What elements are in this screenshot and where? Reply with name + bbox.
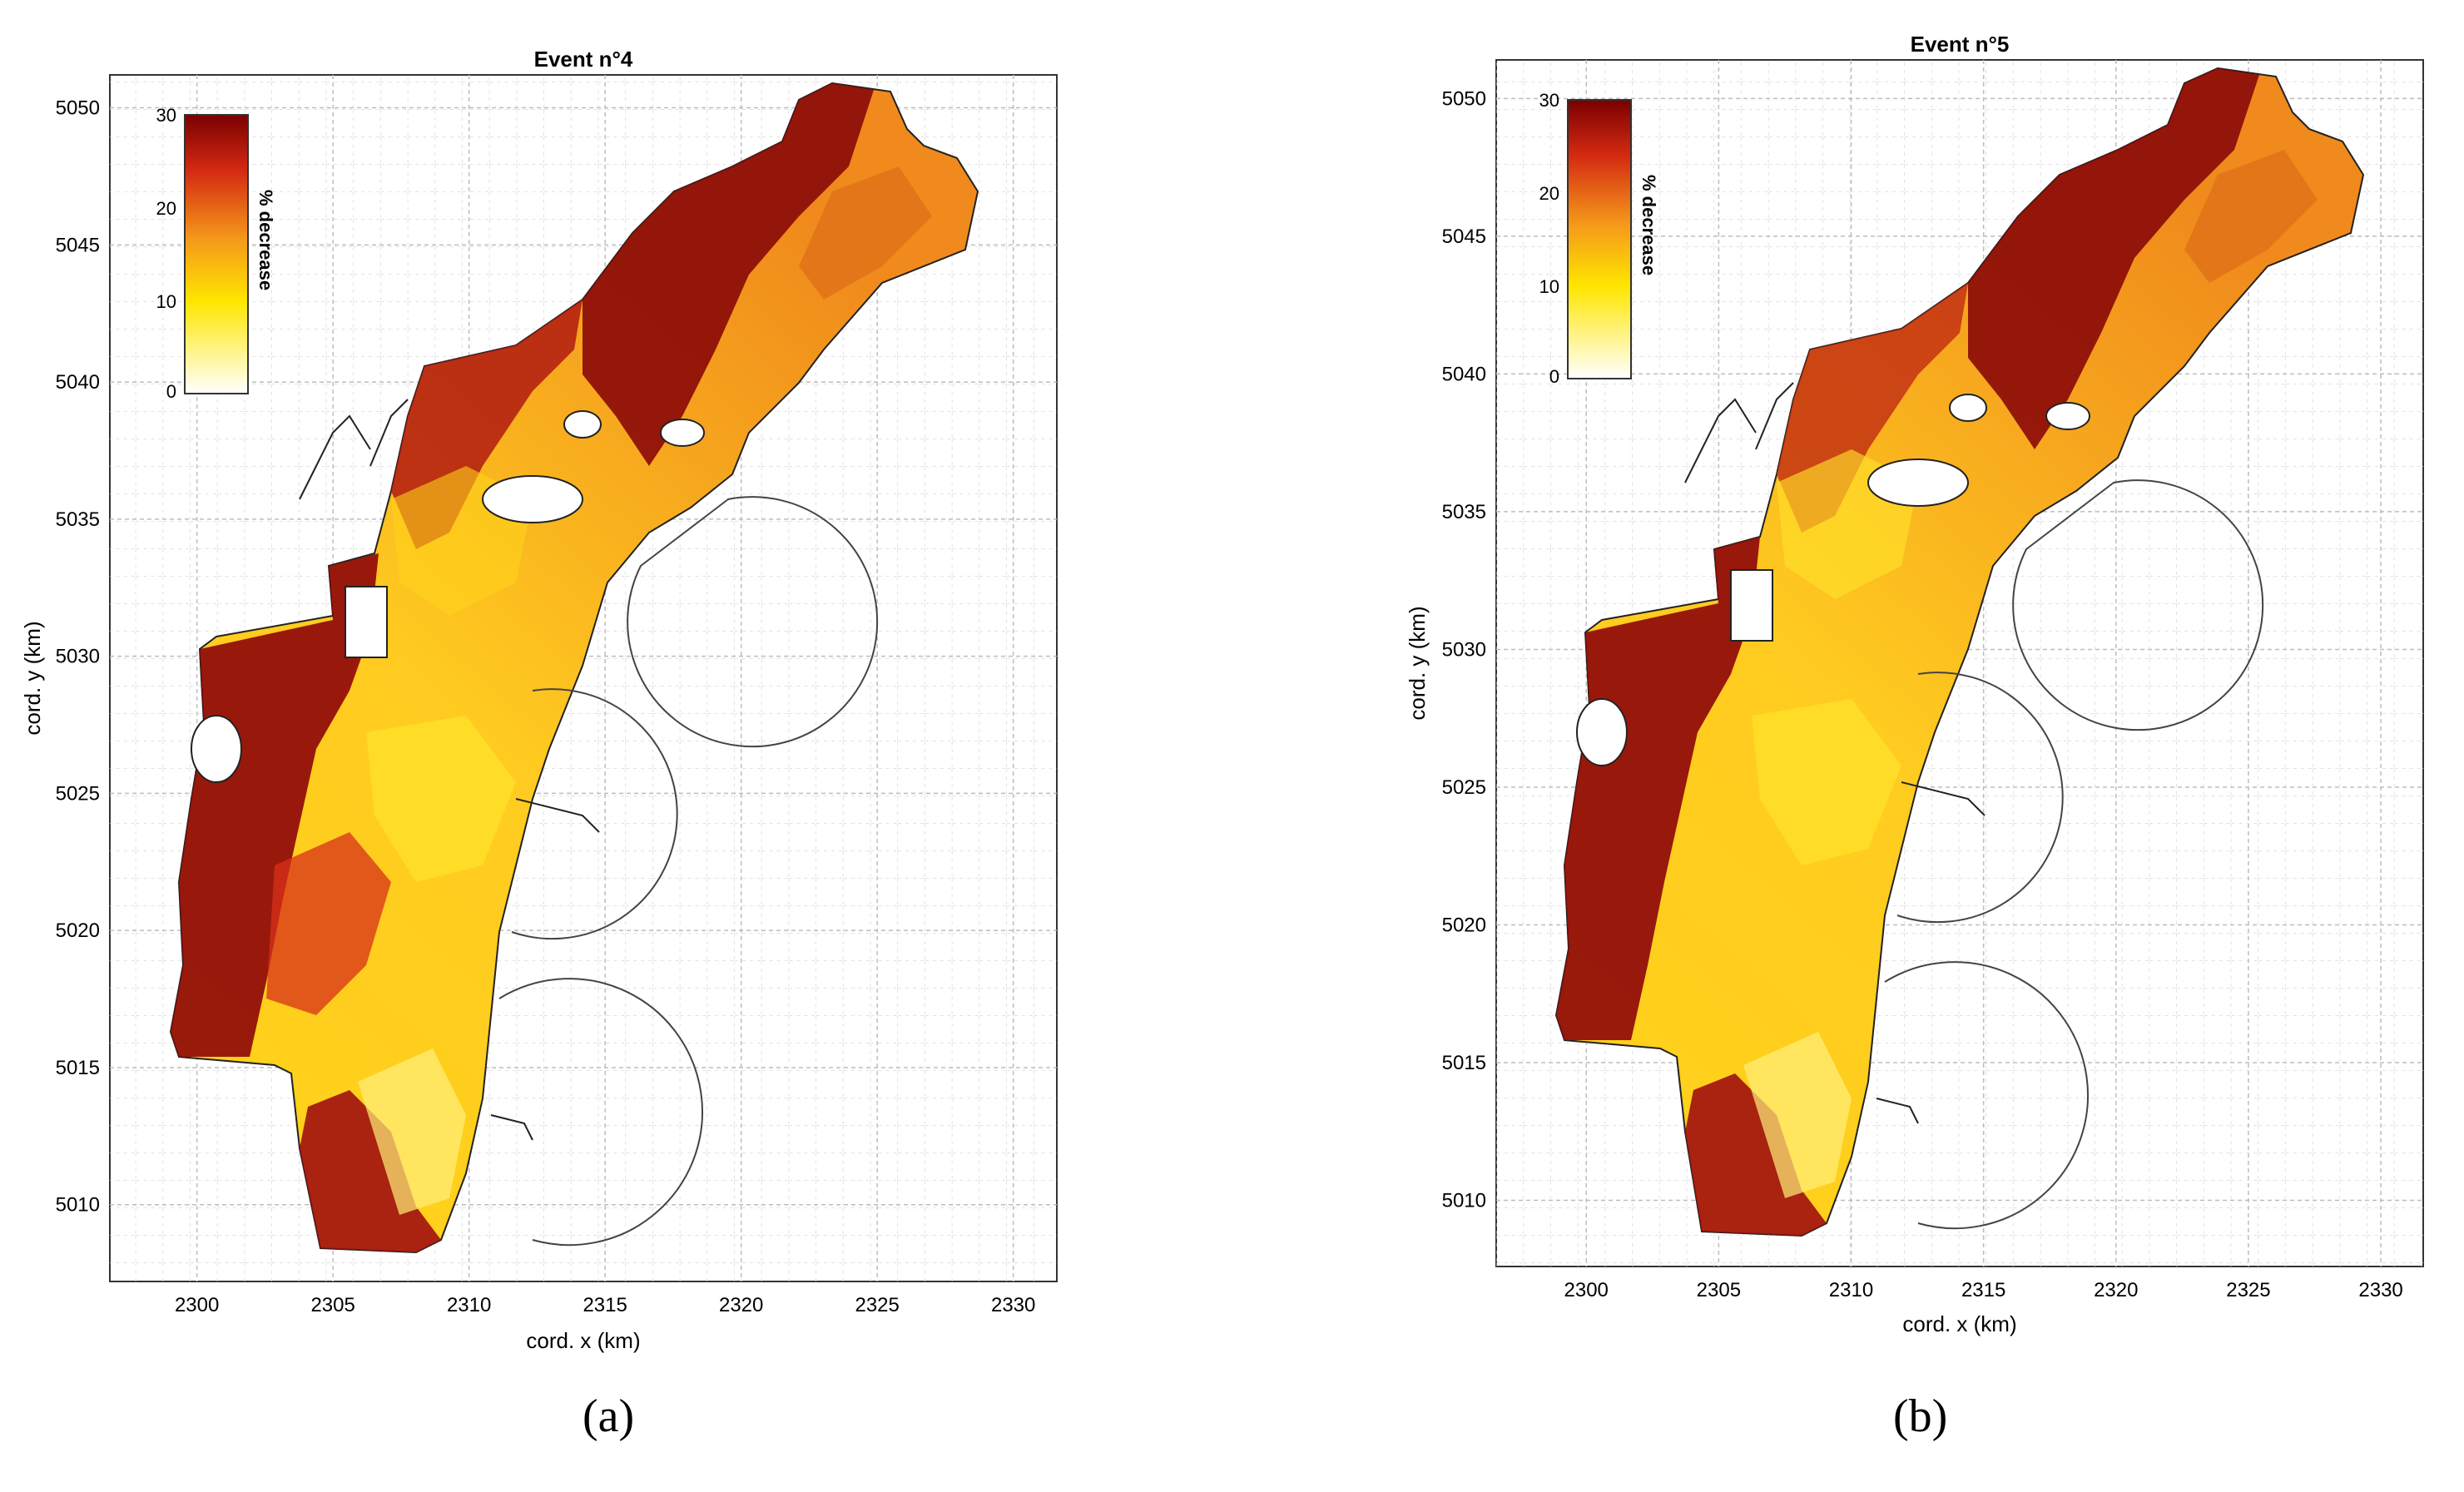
y-tick-label: 5040 — [1442, 363, 1486, 385]
sea-structures-a — [498, 496, 879, 1247]
x-tick-label: 2300 — [175, 1294, 219, 1316]
colorbar-tick-b-20: 20 — [1539, 183, 1559, 204]
x-tick-label: 2315 — [1961, 1279, 2005, 1301]
y-tick-label: 5035 — [56, 508, 100, 531]
colorbar-tick-b-30: 30 — [1539, 90, 1559, 111]
y-tick-label: 5030 — [56, 646, 100, 668]
x-tick-label: 2310 — [1829, 1279, 1873, 1301]
y-tick-label: 5015 — [1442, 1052, 1486, 1074]
y-tick-label: 5025 — [1442, 776, 1486, 799]
y-tick-label: 5050 — [56, 97, 100, 120]
colorbar-b: % decrease 30 20 10 0 — [1539, 90, 1659, 387]
colorbar-a: % decrease 30 20 10 0 — [156, 105, 276, 402]
colorbar-tick-a-20: 20 — [156, 198, 176, 219]
y-tick-label: 5010 — [1442, 1190, 1486, 1212]
sea-structures-b — [1884, 479, 2264, 1230]
x-tick-label: 2300 — [1564, 1279, 1609, 1301]
x-tick-label: 2305 — [1697, 1279, 1741, 1301]
y-tick-label: 5020 — [56, 919, 100, 942]
coast-lines-b — [1684, 382, 1986, 1124]
x-axis-label-b: cord. x (km) — [1902, 1311, 2016, 1336]
caption-a: (a) — [583, 1390, 635, 1442]
caption-b: (b) — [1893, 1390, 1948, 1442]
y-axis-label-b: cord. y (km) — [1405, 606, 1430, 720]
y-tick-label: 5030 — [1442, 638, 1486, 661]
colorbar-tick-a-10: 10 — [156, 291, 176, 312]
y-axis-label-a: cord. y (km) — [20, 621, 45, 735]
panel-b: 2300 2305 2310 2315 2320 2325 2330 5010 5015 5020… — [1405, 32, 2424, 1336]
y-tick-label: 5045 — [1442, 226, 1486, 248]
y-tick-label: 5020 — [1442, 914, 1486, 936]
coast-lines-a — [299, 399, 600, 1141]
lagoon-map-b — [1554, 67, 2365, 1237]
y-tick-label: 5010 — [56, 1194, 100, 1217]
x-tick-label: 2315 — [583, 1294, 627, 1316]
x-tick-label: 2320 — [719, 1294, 763, 1316]
x-axis-label-a: cord. x (km) — [526, 1328, 640, 1353]
colorbar-tick-b-0: 0 — [1549, 366, 1559, 387]
colorbar-label-a: % decrease — [255, 190, 276, 290]
x-tick-label: 2320 — [2094, 1279, 2138, 1301]
y-tick-label: 5035 — [1442, 501, 1486, 523]
colorbar-tick-b-10: 10 — [1539, 276, 1559, 297]
panel-a: 2300 2305 2310 2315 2320 2325 2330 5010 5015 5020… — [20, 47, 1058, 1353]
x-tick-label: 2325 — [855, 1294, 899, 1316]
y-tick-label: 5015 — [56, 1057, 100, 1079]
lagoon-map-a — [169, 82, 979, 1254]
x-tick-label: 2325 — [2226, 1279, 2270, 1301]
y-tick-label: 5040 — [56, 371, 100, 394]
x-tick-label: 2330 — [991, 1294, 1035, 1316]
colorbar-label-b: % decrease — [1639, 175, 1659, 275]
y-tick-label: 5050 — [1442, 87, 1486, 110]
x-tick-label: 2310 — [447, 1294, 491, 1316]
panel-title-a: Event n°4 — [534, 47, 633, 72]
colorbar-tick-a-30: 30 — [156, 105, 176, 126]
y-tick-label: 5045 — [56, 234, 100, 256]
colorbar-tick-a-0: 0 — [166, 381, 176, 402]
x-tick-label: 2330 — [2358, 1279, 2402, 1301]
x-tick-label: 2305 — [310, 1294, 354, 1316]
panel-title-b: Event n°5 — [1911, 32, 2010, 57]
ticks-b: 2300 2305 2310 2315 2320 2325 2330 5010 5015 5020… — [1442, 60, 2423, 1301]
y-tick-label: 5025 — [56, 782, 100, 805]
